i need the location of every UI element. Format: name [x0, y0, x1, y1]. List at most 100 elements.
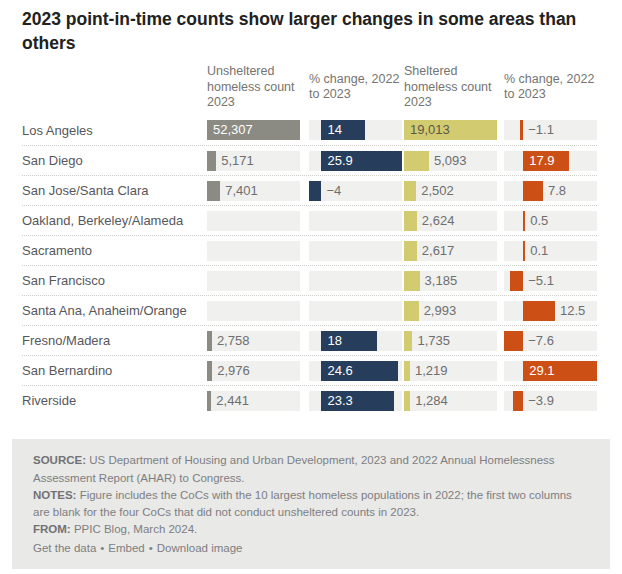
sheltered-pct-change-track: −7.6 [504, 331, 597, 351]
chart: Unsheltered homeless count 2023 % change,… [0, 61, 622, 415]
sheltered-pct-change-value: 0.1 [530, 241, 548, 261]
unsheltered-pct-change-value: 24.6 [327, 361, 352, 381]
column-header-unsheltered-count: Unsheltered homeless count 2023 [207, 64, 300, 110]
unsheltered-count-value: 52,307 [213, 120, 253, 140]
sheltered-pct-change-bar [523, 301, 555, 321]
unsheltered-count-track [207, 241, 300, 261]
table-row: Santa Ana, Anaheim/Orange2,99312.5 [22, 295, 597, 325]
download-image-link[interactable]: Download image [157, 542, 243, 554]
sheltered-count-value: 1,735 [417, 331, 450, 351]
sheltered-pct-change-bar [510, 271, 523, 291]
sheltered-pct-change-track: −1.1 [504, 120, 597, 140]
unsheltered-pct-change-track [309, 301, 402, 321]
unsheltered-count-track: 5,171 [207, 151, 300, 171]
unsheltered-pct-change-value: 18 [327, 331, 341, 351]
sheltered-count-value: 1,219 [415, 361, 448, 381]
sheltered-count-value: 5,093 [434, 151, 467, 171]
sheltered-pct-change-track: 17.9 [504, 151, 597, 171]
sheltered-pct-change-bar [504, 331, 523, 351]
sheltered-pct-change-track: 0.1 [504, 241, 597, 261]
table-row: Riverside2,44123.31,284−3.9 [22, 385, 597, 415]
sheltered-count-bar [404, 361, 410, 381]
get-the-data-link[interactable]: Get the data [33, 542, 96, 554]
sheltered-count-track: 2,617 [404, 241, 497, 261]
sheltered-pct-change-value: 17.9 [529, 151, 554, 171]
sheltered-pct-change-bar [513, 391, 523, 411]
unsheltered-count-track [207, 271, 300, 291]
sheltered-count-bar [404, 391, 410, 411]
unsheltered-pct-change-track: −4 [309, 181, 402, 201]
table-row: San Jose/Santa Clara 7,401 −4 2,502 7.8 [22, 175, 597, 205]
source-text: US Department of Housing and Urban Devel… [33, 454, 555, 483]
sheltered-count-value: 2,993 [424, 301, 457, 321]
unsheltered-count-track: 2,758 [207, 331, 300, 351]
unsheltered-count-value: 5,171 [221, 151, 254, 171]
unsheltered-count-value: 2,758 [217, 331, 250, 351]
sheltered-count-bar [404, 241, 417, 261]
unsheltered-count-value: 7,401 [225, 181, 258, 201]
chart-column-headers: Unsheltered homeless count 2023 % change,… [22, 61, 622, 113]
unsheltered-count-track [207, 301, 300, 321]
sheltered-pct-change-bar [523, 211, 525, 231]
unsheltered-pct-change-track: 24.6 [309, 361, 402, 381]
link-separator: • [149, 542, 153, 554]
unsheltered-pct-change-track: 23.3 [309, 391, 402, 411]
embed-link[interactable]: Embed [108, 542, 144, 554]
sheltered-count-track: 2,993 [404, 301, 497, 321]
page-title: 2023 point-in-time counts show larger ch… [22, 8, 598, 55]
row-label: Santa Ana, Anaheim/Orange [22, 303, 207, 318]
sheltered-count-track: 1,219 [404, 361, 497, 381]
chart-rows: Los Angeles52,3071419,013−1.1San Diego5,… [0, 115, 622, 415]
sheltered-pct-change-value: −7.6 [528, 331, 554, 351]
unsheltered-count-bar [207, 361, 212, 381]
sheltered-pct-change-track: 7.8 [504, 181, 597, 201]
row-label: San Jose/Santa Clara [22, 183, 207, 198]
sheltered-count-value: 2,617 [422, 241, 455, 261]
sheltered-count-bar [404, 211, 417, 231]
notes-line: NOTES: Figure includes the CoCs with the… [33, 487, 589, 522]
unsheltered-pct-change-track [309, 211, 402, 231]
table-row: Oakland, Berkeley/Alameda2,6240.5 [22, 205, 597, 235]
unsheltered-pct-change-track [309, 241, 402, 261]
sheltered-count-bar [404, 181, 416, 201]
unsheltered-count-track: 52,307 [207, 120, 300, 140]
sheltered-pct-change-track: 29.1 [504, 361, 597, 381]
unsheltered-count-track: 7,401 [207, 181, 300, 201]
source-label: SOURCE: [33, 454, 86, 466]
sheltered-count-value: 2,502 [421, 181, 454, 201]
unsheltered-count-bar [207, 331, 212, 351]
table-row: San Francisco3,185−5.1 [22, 265, 597, 295]
sheltered-count-bar [404, 151, 429, 171]
table-row: Los Angeles52,3071419,013−1.1 [22, 115, 597, 145]
table-row: San Bernardino2,97624.61,21929.1 [22, 355, 597, 385]
sheltered-count-value: 2,624 [422, 211, 455, 231]
notes-label: NOTES: [33, 489, 76, 501]
from-label: FROM: [33, 523, 71, 535]
unsheltered-count-track: 2,976 [207, 361, 300, 381]
sheltered-count-track: 1,284 [404, 391, 497, 411]
sheltered-pct-change-value: −3.9 [528, 391, 554, 411]
unsheltered-pct-change-track: 14 [309, 120, 402, 140]
sheltered-pct-change-value: 7.8 [548, 181, 566, 201]
source-line: SOURCE: US Department of Housing and Urb… [33, 452, 589, 487]
sheltered-count-bar [404, 301, 419, 321]
unsheltered-count-track [207, 211, 300, 231]
unsheltered-count-track: 2,441 [207, 391, 300, 411]
column-header-unsheltered-pct-change: % change, 2022 to 2023 [309, 72, 402, 103]
sheltered-count-track: 2,624 [404, 211, 497, 231]
sheltered-pct-change-value: 29.1 [529, 361, 554, 381]
unsheltered-count-value: 2,441 [216, 391, 249, 411]
column-header-sheltered-count: Sheltered homeless count 2023 [404, 64, 497, 110]
unsheltered-count-bar [207, 151, 216, 171]
row-label: San Francisco [22, 273, 207, 288]
unsheltered-count-value: 2,976 [217, 361, 250, 381]
unsheltered-pct-change-track [309, 271, 402, 291]
column-header-sheltered-pct-change: % change, 2022 to 2023 [504, 72, 597, 103]
unsheltered-pct-change-value: −4 [326, 181, 341, 201]
sheltered-pct-change-bar [520, 120, 523, 140]
row-label: Los Angeles [22, 123, 207, 138]
table-row: Fresno/Madera2,758181,735−7.6 [22, 325, 597, 355]
sheltered-pct-change-value: 0.5 [530, 211, 548, 231]
sheltered-pct-change-bar [523, 241, 525, 261]
unsheltered-pct-change-track: 18 [309, 331, 402, 351]
